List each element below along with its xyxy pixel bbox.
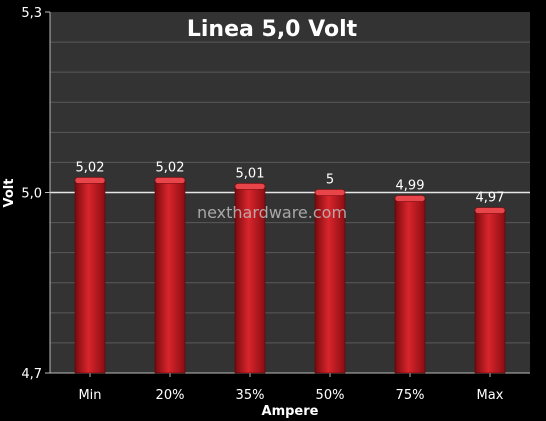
bars: 5,02 5,02 5,01 5 4,99 4,97 (74, 160, 506, 374)
bar (474, 210, 506, 374)
bar (314, 192, 346, 374)
x-tick-label: 20% (156, 388, 185, 403)
data-label: 5,02 (76, 160, 105, 175)
bar-cap (154, 177, 186, 184)
y-tick-label: 5,3 (21, 6, 42, 21)
data-label: 4,97 (476, 191, 505, 206)
bar-cap (314, 189, 346, 196)
bar-cap (394, 195, 426, 202)
bar (394, 198, 426, 374)
y-axis-title: Volt (2, 179, 17, 208)
y-tick-label: 5,0 (21, 187, 42, 202)
x-tick-label: Max (477, 388, 504, 403)
bar-cap (474, 207, 506, 214)
bar-group: 4,97 (474, 191, 506, 374)
bar (74, 180, 106, 374)
watermark: nexthardware.com (197, 203, 347, 222)
data-label: 4,99 (396, 179, 425, 194)
bar (154, 180, 186, 374)
x-tick-label: 75% (396, 388, 425, 403)
y-tick-label: 4,7 (21, 367, 42, 382)
x-tick-label: Min (78, 388, 101, 403)
bar-group: 5,01 (234, 166, 266, 374)
bar-cap (234, 183, 266, 190)
bar-group: 5,02 (154, 160, 186, 374)
data-label: 5 (326, 173, 334, 188)
bar-cap (74, 177, 106, 184)
bar-group: 5,02 (74, 160, 106, 374)
x-axis-title: Ampere (262, 404, 319, 419)
x-tick-label: 35% (236, 388, 265, 403)
x-tick-label: 50% (316, 388, 345, 403)
axes: 4,7 5,0 5,3 Min 20% 35% 50% 75% Max (21, 6, 530, 403)
chart-title: Linea 5,0 Volt (187, 17, 358, 42)
data-label: 5,02 (156, 160, 185, 175)
bar-group: 4,99 (394, 179, 426, 374)
bar (234, 186, 266, 374)
bar-group: 5 (314, 173, 346, 374)
data-label: 5,01 (236, 166, 265, 181)
grid-lines (50, 41, 530, 344)
